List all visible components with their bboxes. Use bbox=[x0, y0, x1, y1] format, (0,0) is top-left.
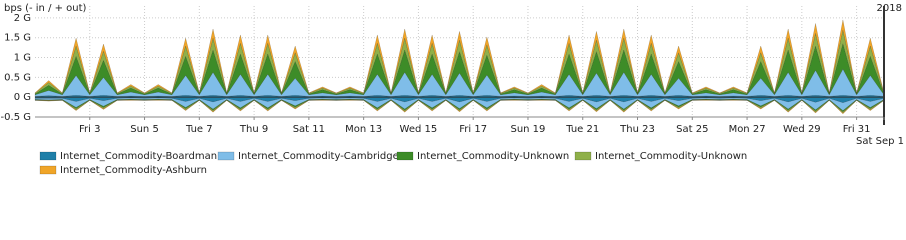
x-tick-label: Tue 7 bbox=[185, 124, 213, 135]
y-axis-label: bps (- in / + out) bbox=[4, 3, 87, 14]
y-tick-label: 2 G bbox=[14, 13, 31, 24]
x-tick-label: Wed 15 bbox=[400, 124, 438, 135]
y-tick-label: 1 G bbox=[14, 53, 31, 64]
y-tick-label: -0.5 G bbox=[1, 112, 31, 123]
y-tick-label: 1.5 G bbox=[4, 33, 31, 44]
x-tick-label: Tue 21 bbox=[565, 124, 599, 135]
y-tick-label: 0 G bbox=[14, 92, 31, 103]
x-tick-label: Sat 25 bbox=[676, 124, 708, 135]
legend-label: Internet_Commodity-Boardman bbox=[60, 151, 217, 162]
x-tick-label: Sat Sep 1 bbox=[856, 136, 904, 147]
legend-label: Internet_Commodity-Unknown bbox=[595, 151, 747, 162]
chart: bps (- in / + out) 2018 2 G 1.5 G 1 G 0.5 G… bbox=[1, 3, 904, 176]
legend-swatch bbox=[396, 151, 414, 161]
legend-swatch bbox=[39, 165, 57, 175]
x-tick-label: Fri 3 bbox=[79, 124, 100, 135]
legend-label: Internet_Commodity-Ashburn bbox=[60, 165, 207, 176]
x-tick-label: Thu 23 bbox=[619, 124, 655, 135]
x-tick-label: Thu 9 bbox=[239, 124, 268, 135]
x-tick-label: Mon 13 bbox=[345, 124, 382, 135]
x-tick-label: Fri 17 bbox=[459, 124, 487, 135]
legend-label: Internet_Commodity-Unknown bbox=[417, 151, 569, 162]
x-tick-label: Sun 19 bbox=[510, 124, 545, 135]
x-tick-label: Fri 31 bbox=[843, 124, 871, 135]
legend-swatch bbox=[574, 151, 592, 161]
legend-swatch bbox=[217, 151, 235, 161]
legend-swatch bbox=[39, 151, 57, 161]
x-tick-label: Sun 5 bbox=[130, 124, 159, 135]
x-tick-label: Wed 29 bbox=[783, 124, 821, 135]
x-tick-label: Mon 27 bbox=[729, 124, 766, 135]
year-label: 2018 bbox=[877, 3, 902, 14]
x-tick-label: Sat 11 bbox=[293, 124, 325, 135]
y-tick-label: 0.5 G bbox=[4, 72, 31, 83]
legend-label: Internet_Commodity-Cambridge bbox=[238, 151, 399, 162]
